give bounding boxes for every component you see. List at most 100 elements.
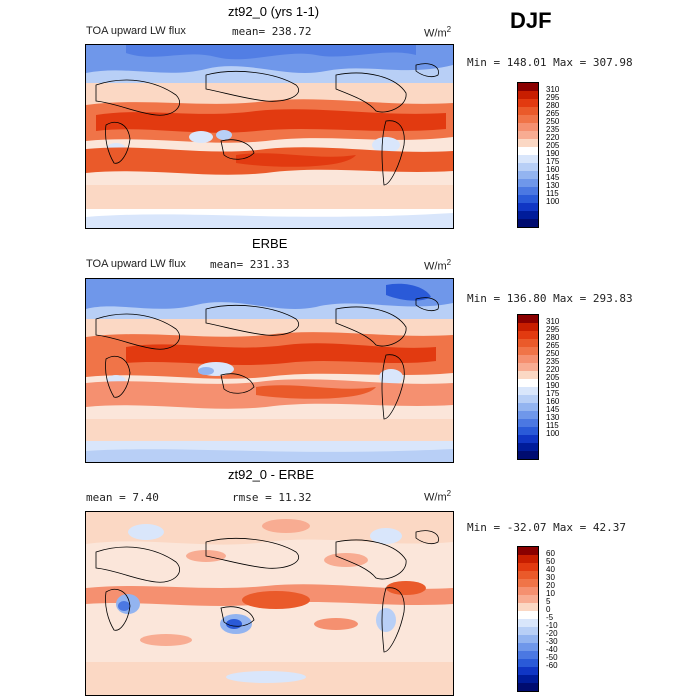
colorbar-tick: 40: [546, 565, 555, 574]
colorbar-tick: 20: [546, 581, 555, 590]
colorbar-tick: 10: [546, 589, 555, 598]
mean-value: mean= 238.72: [232, 25, 312, 38]
colorbar-swatch: [518, 99, 538, 107]
colorbar-swatch: [518, 211, 538, 219]
colorbar-swatch: [518, 219, 538, 227]
colorbar-swatch: [518, 355, 538, 363]
colorbar-swatch: [518, 347, 538, 355]
colorbar-swatch: [518, 419, 538, 427]
field-label: TOA upward LW flux: [86, 25, 186, 37]
units-label: W/m2: [424, 25, 452, 40]
colorbar-swatch: [518, 379, 538, 387]
colorbar-tick: 295: [546, 325, 560, 334]
colorbar-swatches: [518, 315, 538, 459]
colorbar-tick: 130: [546, 181, 560, 190]
colorbar-tick: 30: [546, 573, 555, 582]
colorbar-swatches: [518, 83, 538, 227]
colorbar-tick: 100: [546, 429, 560, 438]
colorbar-swatch: [518, 155, 538, 163]
colorbar-swatch: [518, 411, 538, 419]
colorbar-swatch: [518, 443, 538, 451]
colorbar-swatch: [518, 195, 538, 203]
colorbar-swatch: [518, 667, 538, 675]
colorbar-tick: 250: [546, 117, 560, 126]
mean-value: mean = 7.40: [86, 491, 159, 504]
colorbar-swatch: [518, 675, 538, 683]
colorbar-swatch: [518, 651, 538, 659]
colorbar-tick: 130: [546, 413, 560, 422]
colorbar-swatch: [518, 147, 538, 155]
colorbar: [517, 546, 539, 692]
colorbar-tick: 265: [546, 109, 560, 118]
min-max-label: Min = 136.80 Max = 293.83: [467, 292, 633, 305]
colorbar-swatch: [518, 339, 538, 347]
colorbar-swatch: [518, 331, 538, 339]
colorbar-tick: 5: [546, 597, 551, 606]
panel-title: zt92_0 - ERBE: [228, 467, 314, 482]
colorbar-swatch: [518, 371, 538, 379]
panel-title: ERBE: [252, 236, 288, 251]
colorbar-tick: 160: [546, 397, 560, 406]
colorbar-tick: 145: [546, 173, 560, 182]
colorbar-swatch: [518, 171, 538, 179]
map-model: [85, 44, 454, 229]
colorbar-tick: 190: [546, 149, 560, 158]
colorbar-tick: 280: [546, 333, 560, 342]
colorbar-tick: -5: [546, 613, 554, 622]
colorbar-tick: 0: [546, 605, 551, 614]
colorbar-swatch: [518, 547, 538, 555]
colorbar-tick: 160: [546, 165, 560, 174]
colorbar-tick: 235: [546, 357, 560, 366]
colorbar-swatch: [518, 91, 538, 99]
colorbar-swatch: [518, 611, 538, 619]
colorbar-swatch: [518, 395, 538, 403]
colorbar: [517, 82, 539, 228]
colorbar-tick: 220: [546, 133, 560, 142]
colorbar-tick: 175: [546, 389, 560, 398]
colorbar-swatch: [518, 139, 538, 147]
colorbar-swatch: [518, 107, 538, 115]
colorbar-tick: 220: [546, 365, 560, 374]
colorbar-tick: 60: [546, 549, 555, 558]
colorbar-swatch: [518, 387, 538, 395]
colorbar-tick: 280: [546, 101, 560, 110]
colorbar-swatch: [518, 131, 538, 139]
panel-title: zt92_0 (yrs 1-1): [228, 4, 320, 19]
colorbar-tick: 310: [546, 85, 560, 94]
colorbar-swatch: [518, 115, 538, 123]
colorbar-tick: 115: [546, 189, 559, 198]
colorbar-swatch: [518, 627, 538, 635]
colorbar-tick: 295: [546, 93, 560, 102]
min-max-label: Min = -32.07 Max = 42.37: [467, 521, 626, 534]
colorbar-swatch: [518, 451, 538, 459]
colorbar-tick: -10: [546, 621, 558, 630]
colorbar-tick: -60: [546, 661, 558, 670]
colorbar-swatch: [518, 403, 538, 411]
colorbar-tick: -30: [546, 637, 558, 646]
mean-value: mean= 231.33: [210, 258, 290, 271]
colorbar-tick: 235: [546, 125, 560, 134]
colorbar-swatch: [518, 363, 538, 371]
colorbar-swatch: [518, 203, 538, 211]
colorbar-tick: 50: [546, 557, 555, 566]
colorbar-swatch: [518, 579, 538, 587]
colorbar-swatch: [518, 123, 538, 131]
colorbar-swatch: [518, 179, 538, 187]
colorbar-swatch: [518, 635, 538, 643]
colorbar-swatch: [518, 555, 538, 563]
colorbar-swatch: [518, 619, 538, 627]
units-label: W/m2: [424, 258, 452, 273]
season-label: DJF: [510, 8, 552, 33]
colorbar-swatch: [518, 587, 538, 595]
colorbar-tick: 115: [546, 421, 559, 430]
colorbar-swatch: [518, 571, 538, 579]
colorbar-tick: -50: [546, 653, 558, 662]
colorbar-swatch: [518, 563, 538, 571]
colorbar-tick: 175: [546, 157, 560, 166]
colorbar-tick: 250: [546, 349, 560, 358]
colorbar-swatch: [518, 643, 538, 651]
colorbar-tick: 205: [546, 141, 560, 150]
rmse-value: rmse = 11.32: [232, 491, 312, 504]
field-label: TOA upward LW flux: [86, 258, 186, 270]
colorbar-tick: 145: [546, 405, 560, 414]
